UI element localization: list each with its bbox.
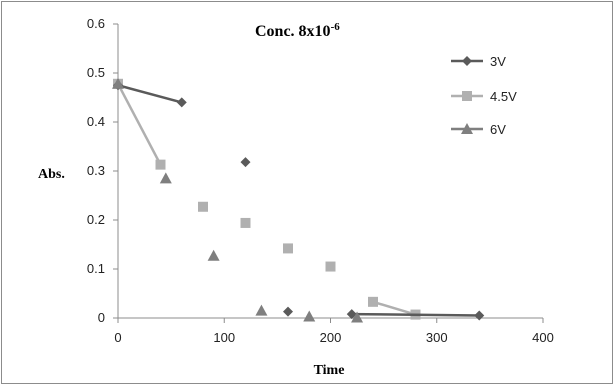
data-point-diamond [346,309,357,320]
y-tick-label: 0.6 [87,16,105,31]
data-point-diamond [176,97,187,108]
legend-entry: 6V [451,122,506,137]
series-line-segment [117,84,183,104]
x-tick-label: 0 [114,330,121,345]
data-point-triangle [159,172,172,184]
data-point-triangle [112,77,124,89]
series-4-5V [113,78,421,320]
y-tick-label: 0 [98,310,105,325]
legend: 3V 4.5V 6V [451,54,517,137]
y-tick-label: 0.3 [87,163,105,178]
legend-marker-triangle [461,123,473,134]
data-point-triangle [255,304,268,316]
x-tick-label: 200 [320,330,342,345]
chart-title: Conc. 8x10-6 [255,21,340,40]
data-point-square [198,201,208,212]
legend-entry: 4.5V [451,89,517,104]
legend-marker-diamond [462,56,472,66]
series-layer [112,77,485,323]
legend-label: 3V [490,54,506,69]
data-point-square [155,159,166,170]
data-point-square [240,217,251,228]
data-point-square [283,243,293,254]
data-point-diamond [474,310,485,321]
series-line-segment [116,83,162,166]
y-axis-label: Abs. [38,167,65,182]
data-point-triangle [351,311,364,323]
legend-label: 4.5V [490,89,517,104]
data-point-square [325,261,336,272]
data-point-diamond [240,157,251,168]
x-axis-label: Time [314,363,345,378]
series-3V [113,80,485,321]
legend-marker-square [462,91,472,101]
series-line-segment [372,300,416,316]
axes: 0 0.1 0.2 0.3 0.4 0.5 0.6 0 100 200 300 400 [87,16,554,345]
data-point-triangle [207,249,220,261]
y-tick-label: 0.5 [87,65,105,80]
x-tick-label: 300 [426,330,448,345]
y-tick-label: 0.1 [87,261,105,276]
x-tick-label: 100 [213,330,235,345]
data-point-triangle [303,310,316,322]
y-tick-label: 0.4 [87,114,105,129]
data-point-diamond [283,306,293,317]
y-tick-label: 0.2 [87,212,105,227]
legend-label: 6V [490,122,506,137]
series-line-segment [351,312,480,317]
legend-entry: 3V [451,54,506,69]
series-6V [112,77,364,323]
x-tick-label: 400 [532,330,554,345]
data-point-square [368,296,378,307]
